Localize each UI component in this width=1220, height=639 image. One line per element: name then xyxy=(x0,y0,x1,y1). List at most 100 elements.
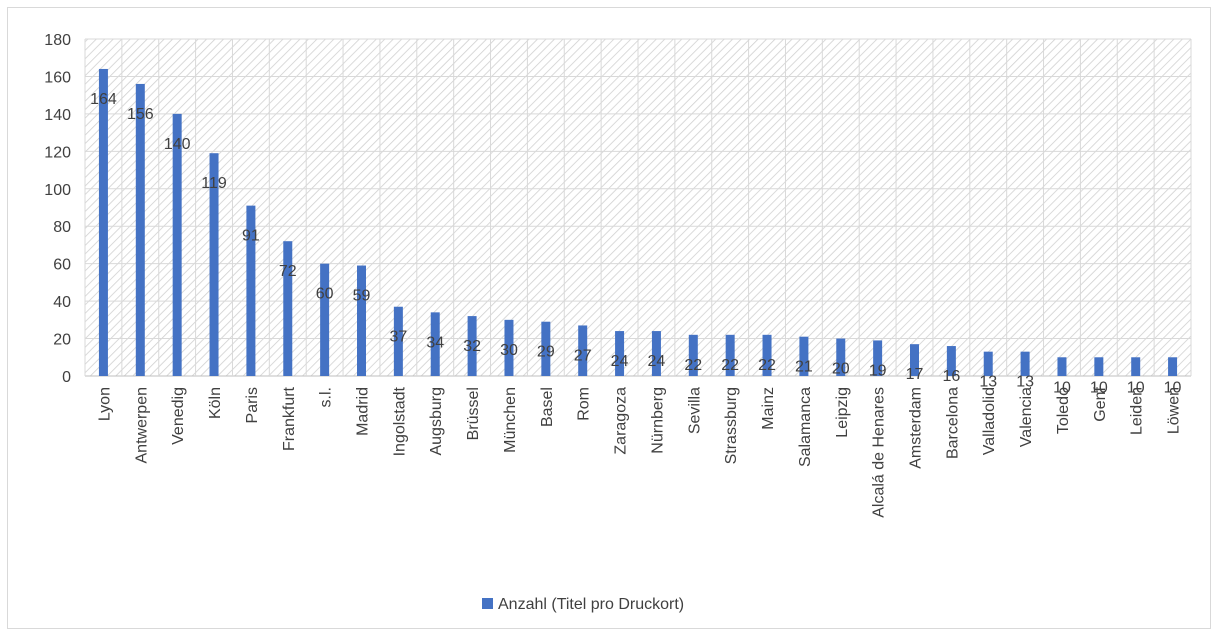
y-tick-label: 20 xyxy=(53,332,71,349)
x-tick-label: Paris xyxy=(244,387,261,423)
data-label: 156 xyxy=(127,106,154,123)
data-label: 60 xyxy=(316,286,334,303)
x-tick-label: Köln xyxy=(207,387,224,419)
data-label: 10 xyxy=(1127,379,1145,396)
x-tick-label: Lyon xyxy=(96,387,113,421)
x-tick-label: Antwerpen xyxy=(133,387,150,464)
legend: Anzahl (Titel pro Druckort) xyxy=(482,596,684,613)
data-label: 24 xyxy=(611,353,629,370)
data-label: 72 xyxy=(279,263,297,280)
bar xyxy=(430,312,440,376)
data-label: 29 xyxy=(537,344,555,361)
x-tick-label: Basel xyxy=(539,387,556,427)
bar xyxy=(357,265,366,376)
data-label: 17 xyxy=(906,366,924,383)
bar xyxy=(393,306,403,376)
x-tick-label: Rom xyxy=(576,387,593,421)
bar xyxy=(504,319,514,376)
data-label: 19 xyxy=(869,362,887,379)
data-label: 10 xyxy=(1090,379,1108,396)
data-label: 32 xyxy=(463,338,481,355)
bar xyxy=(98,68,108,376)
y-tick-label: 100 xyxy=(44,182,71,199)
legend-swatch xyxy=(482,598,493,609)
y-tick-label: 80 xyxy=(53,219,71,236)
bar xyxy=(799,336,809,376)
data-label: 59 xyxy=(353,288,371,305)
data-label: 164 xyxy=(90,91,117,108)
bar xyxy=(873,340,883,376)
x-tick-label: Venedig xyxy=(170,387,187,445)
data-label: 10 xyxy=(1164,379,1182,396)
gridlines xyxy=(84,38,1192,377)
data-label: 37 xyxy=(389,329,407,346)
x-tick-label: Leiden xyxy=(1129,387,1146,435)
x-tick-label: München xyxy=(502,387,519,453)
y-tick-label: 140 xyxy=(44,107,71,124)
legend-label: Anzahl (Titel pro Druckort) xyxy=(498,596,684,613)
x-axis: Lyon Antwerpen Venedig Köln Paris Frankfurt s.… xyxy=(96,386,1182,517)
x-tick-label: s.l. xyxy=(318,387,335,407)
y-tick-label: 40 xyxy=(53,294,71,311)
y-tick-label: 60 xyxy=(53,257,71,274)
bar xyxy=(246,205,256,376)
x-tick-label: Zaragoza xyxy=(613,387,630,455)
x-tick-label: Ingolstadt xyxy=(391,386,408,456)
x-tick-label: Salamanca xyxy=(797,387,814,467)
bar xyxy=(615,331,625,376)
x-tick-label: Valencia xyxy=(1018,387,1035,447)
bar xyxy=(946,346,956,376)
x-tick-label: Barcelona xyxy=(944,387,961,459)
bar xyxy=(541,321,551,376)
x-tick-label: Toledo xyxy=(1055,387,1072,434)
bar-chart: 0 20 40 60 80 100 120 140 160 180 164 156 140 119 91 7… xyxy=(44,32,1192,613)
data-label: 16 xyxy=(942,368,960,385)
data-label: 27 xyxy=(574,347,592,364)
x-tick-label: Valladolid xyxy=(981,387,998,455)
bars: 164 156 140 119 91 72 60 59 37 34 32 30 29 27 24 24 22 22… xyxy=(90,68,1182,396)
bar xyxy=(578,325,588,376)
bar xyxy=(135,83,145,376)
x-tick-label: Madrid xyxy=(355,387,372,436)
x-tick-label: Alcalá de Henares xyxy=(871,387,888,518)
data-label: 91 xyxy=(242,228,260,245)
bar xyxy=(762,334,772,376)
bar xyxy=(172,113,182,376)
x-tick-label: Strassburg xyxy=(723,387,740,464)
data-label: 10 xyxy=(1053,379,1071,396)
data-label: 22 xyxy=(758,357,776,374)
x-tick-label: Frankfurt xyxy=(281,386,298,451)
y-tick-label: 120 xyxy=(44,144,71,161)
bar xyxy=(910,344,919,376)
bar xyxy=(1131,357,1141,376)
bar xyxy=(836,338,846,376)
bar xyxy=(983,351,993,376)
data-label: 22 xyxy=(684,357,702,374)
bar xyxy=(1057,357,1067,376)
data-label: 119 xyxy=(201,175,227,192)
y-axis: 0 20 40 60 80 100 120 140 160 180 xyxy=(44,32,71,386)
bar xyxy=(320,263,330,376)
data-label: 13 xyxy=(1016,374,1034,391)
y-tick-label: 160 xyxy=(44,69,71,86)
bar xyxy=(725,334,735,376)
bar xyxy=(1094,357,1104,376)
y-tick-label: 180 xyxy=(44,32,71,49)
bar xyxy=(688,334,698,376)
bar xyxy=(283,241,293,376)
data-label: 140 xyxy=(164,136,191,153)
data-label: 21 xyxy=(795,359,813,376)
data-label: 22 xyxy=(721,357,739,374)
data-label: 13 xyxy=(979,374,997,391)
x-tick-label: Augsburg xyxy=(428,387,445,456)
x-tick-label: Leipzig xyxy=(834,387,851,438)
data-label: 30 xyxy=(500,342,518,359)
data-label: 20 xyxy=(832,361,850,378)
bar xyxy=(1020,351,1030,376)
x-tick-label: Löwen xyxy=(1166,387,1183,434)
bar xyxy=(209,153,219,376)
x-tick-label: Genf xyxy=(1092,386,1109,421)
x-tick-label: Amsterdam xyxy=(908,387,925,469)
x-tick-label: Brüssel xyxy=(465,387,482,440)
bar xyxy=(651,331,661,376)
